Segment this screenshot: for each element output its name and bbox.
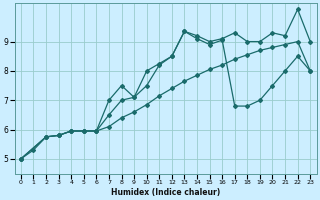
X-axis label: Humidex (Indice chaleur): Humidex (Indice chaleur) <box>111 188 220 197</box>
